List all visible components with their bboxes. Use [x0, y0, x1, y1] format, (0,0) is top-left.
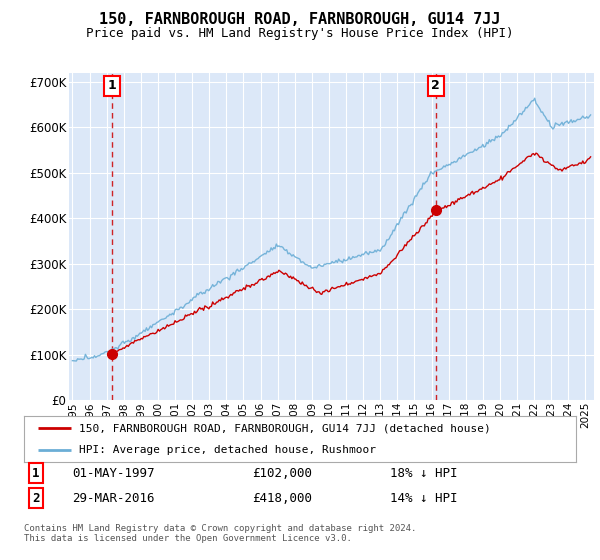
Text: 2: 2 [32, 492, 40, 505]
Text: 01-MAY-1997: 01-MAY-1997 [72, 466, 155, 480]
Text: 1: 1 [108, 80, 116, 92]
Text: Contains HM Land Registry data © Crown copyright and database right 2024.
This d: Contains HM Land Registry data © Crown c… [24, 524, 416, 543]
Text: 14% ↓ HPI: 14% ↓ HPI [390, 492, 458, 505]
Text: HPI: Average price, detached house, Rushmoor: HPI: Average price, detached house, Rush… [79, 445, 376, 455]
Text: 2: 2 [431, 80, 440, 92]
Text: £418,000: £418,000 [252, 492, 312, 505]
Text: Price paid vs. HM Land Registry's House Price Index (HPI): Price paid vs. HM Land Registry's House … [86, 27, 514, 40]
Text: 29-MAR-2016: 29-MAR-2016 [72, 492, 155, 505]
Text: 150, FARNBOROUGH ROAD, FARNBOROUGH, GU14 7JJ: 150, FARNBOROUGH ROAD, FARNBOROUGH, GU14… [99, 12, 501, 27]
Text: £102,000: £102,000 [252, 466, 312, 480]
Text: 18% ↓ HPI: 18% ↓ HPI [390, 466, 458, 480]
Text: 1: 1 [32, 466, 40, 480]
Text: 150, FARNBOROUGH ROAD, FARNBOROUGH, GU14 7JJ (detached house): 150, FARNBOROUGH ROAD, FARNBOROUGH, GU14… [79, 423, 491, 433]
